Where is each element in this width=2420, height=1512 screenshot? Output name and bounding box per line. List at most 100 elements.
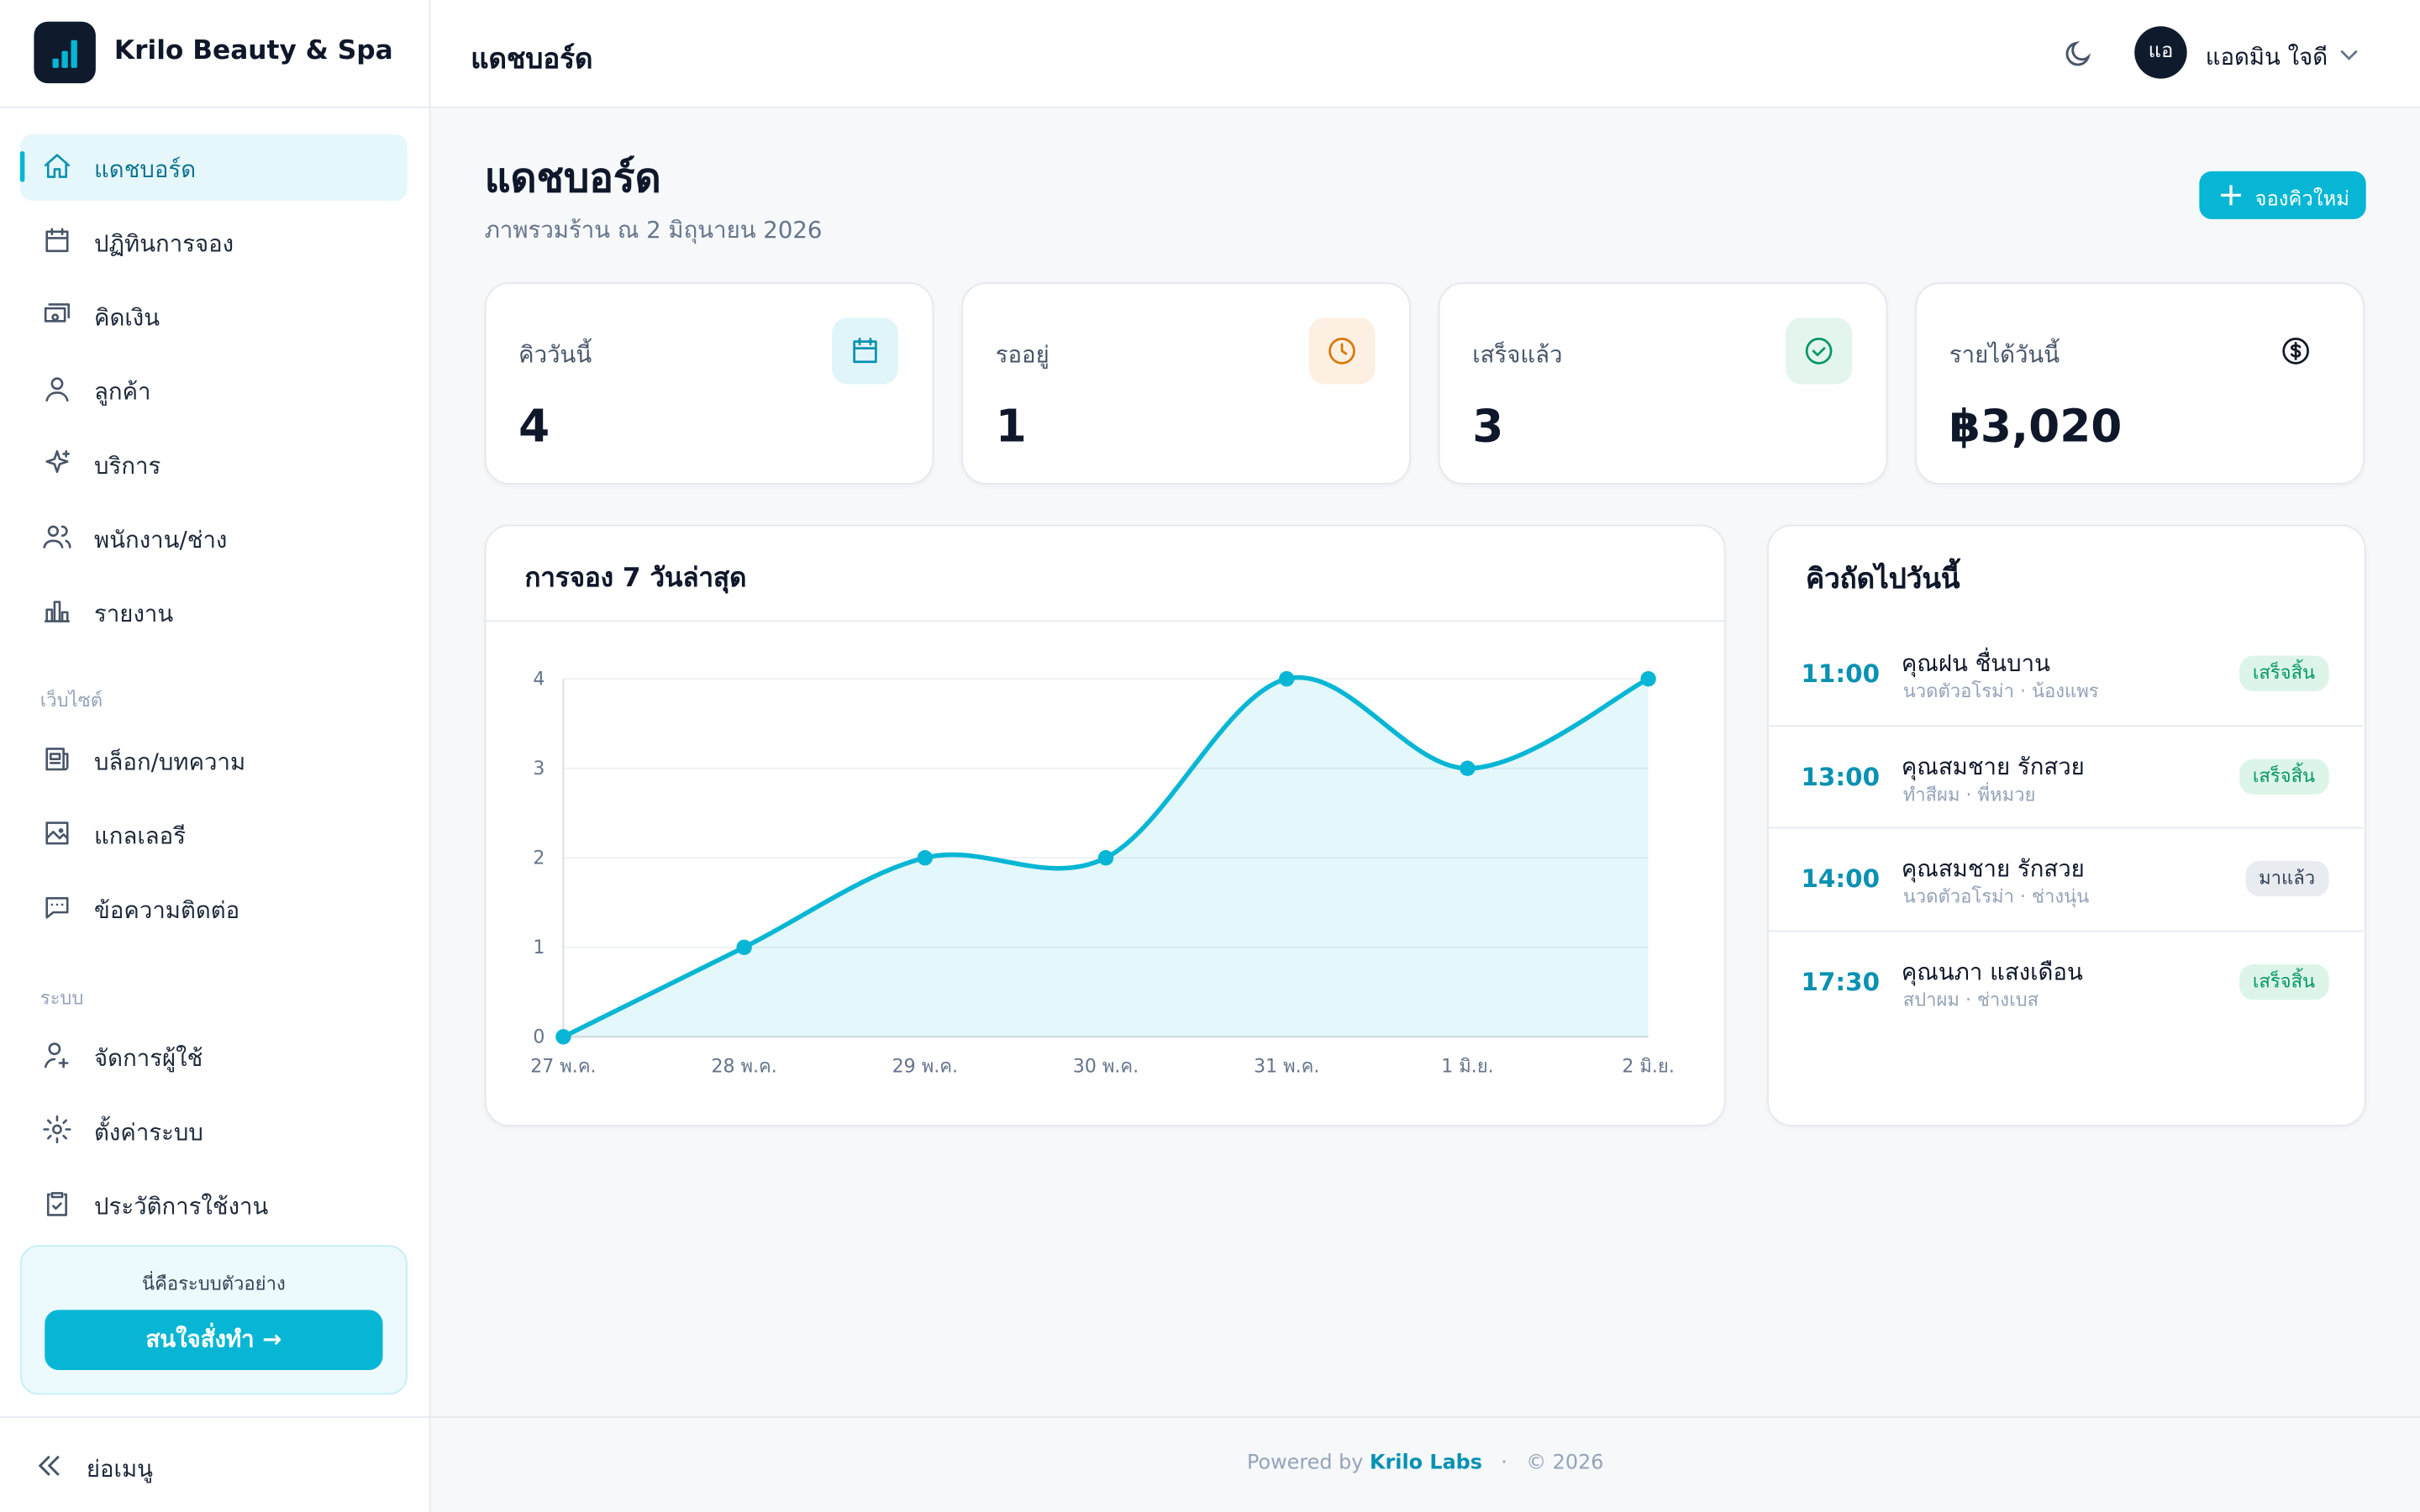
demo-button[interactable]: สนใจสั่งทำ → — [45, 1310, 383, 1371]
queue-name: คุณสมชาย รักสวย — [1901, 752, 2085, 780]
icon — [44, 303, 71, 323]
stat-value: 1 — [995, 399, 1027, 453]
point — [1460, 760, 1476, 776]
x-tick-label: 1 มิ.ย. — [1441, 1057, 1493, 1078]
chart-divider — [486, 620, 1724, 622]
stat-card — [1915, 282, 2365, 485]
topbar-title: แดชบอร์ด — [471, 43, 593, 76]
logo[interactable] — [34, 21, 96, 84]
footer-separator: · — [1501, 1452, 1507, 1475]
footer-company[interactable]: Krilo Labs — [1369, 1452, 1483, 1475]
point — [917, 850, 934, 866]
nav-item[interactable]: ตั้งค่าระบบ — [94, 1118, 203, 1147]
row-divider — [1768, 724, 2364, 727]
user-name[interactable]: แอดมิน ใจดี — [2205, 43, 2328, 71]
icon — [45, 748, 69, 771]
status-badge: มาแล้ว — [2244, 860, 2329, 897]
queue-time: 17:30 — [1801, 966, 1881, 996]
collapse-icon[interactable] — [34, 1451, 65, 1482]
nav-item[interactable]: แดชบอร์ด — [94, 155, 197, 184]
new-booking-button[interactable]: จองคิวใหม่ — [2199, 171, 2366, 219]
queue-card — [1767, 524, 2366, 1126]
x-tick-label: 27 พ.ค. — [530, 1057, 596, 1078]
queue-detail: นวดตัวอโรม่า · น้องแพร — [1902, 680, 2099, 702]
icon — [1328, 338, 1355, 365]
stat-value: ฿3,020 — [1949, 399, 2123, 453]
demo-note: นี่คือระบบตัวอย่าง — [142, 1273, 286, 1295]
nav-item[interactable]: ข้อความติดต่อ — [94, 896, 240, 925]
collapse-label[interactable]: ย่อเมนู — [86, 1455, 153, 1483]
footer-copyright: © 2026 — [1526, 1452, 1604, 1475]
row-divider — [1768, 929, 2364, 932]
x-tick-label: 31 พ.ค. — [1254, 1057, 1319, 1078]
status-badge: เสร็จสิ้น — [2238, 758, 2329, 795]
footer-divider — [430, 1416, 2420, 1418]
sidebar-divider — [0, 1416, 429, 1418]
icon — [45, 449, 71, 474]
icon — [45, 377, 69, 402]
point — [1640, 670, 1656, 687]
stat-icon-bg — [832, 318, 898, 385]
stat-value: 4 — [518, 399, 550, 453]
brand-bar — [0, 0, 429, 108]
avatar[interactable]: แอ — [2134, 26, 2187, 79]
queue-title: คิวถัดไปวันนี้ — [1805, 563, 1960, 596]
nav-item[interactable]: บล็อก/บทความ — [94, 748, 246, 776]
footer-powered: Powered by — [1246, 1452, 1364, 1475]
nav-section-label: เว็บไซต์ — [39, 690, 103, 711]
stat-icon-bg — [1786, 318, 1853, 385]
x-tick-label: 30 พ.ค. — [1073, 1057, 1139, 1078]
queue-name: คุณสมชาย รักสวย — [1901, 854, 2085, 883]
nav-item[interactable]: คิดเงิน — [94, 303, 160, 332]
nav-item[interactable]: จัดการผู้ใช้ — [94, 1044, 203, 1073]
status-badge: เสร็จสิ้น — [2238, 655, 2329, 691]
theme-toggle[interactable] — [2060, 37, 2094, 71]
footer: Powered by Krilo Labs · © 2026 — [430, 1452, 2420, 1475]
icon — [46, 1192, 67, 1216]
icon — [43, 1115, 71, 1144]
stat-label: เสร็จแล้ว — [1472, 340, 1563, 369]
point — [1097, 850, 1114, 866]
icon — [45, 822, 69, 845]
x-tick-label: 28 พ.ค. — [711, 1057, 776, 1078]
point — [736, 939, 752, 955]
queue-detail: ทำสีผม · พี่หมวย — [1902, 783, 2036, 805]
y-tick-label: 2 — [533, 848, 544, 869]
nav-active-bar — [19, 151, 25, 182]
nav-section-label: ระบบ — [39, 987, 84, 1010]
nav-item[interactable]: ประวัติการใช้งาน — [94, 1192, 269, 1221]
topbar — [430, 0, 2420, 108]
icon — [44, 1042, 69, 1068]
nav-active-bg — [19, 134, 408, 201]
queue-time: 14:00 — [1801, 864, 1881, 894]
page-subtitle: ภาพรวมร้าน ณ 2 มิถุนายน 2026 — [484, 216, 823, 244]
chart: 0 1 2 3 4 27 พ.ค. 28 พ.ค. 29 พ.ค. 30 พ.ค. 31 พ.ค.… — [530, 669, 1675, 1078]
nav-item[interactable]: รายงาน — [94, 600, 174, 628]
nav-item[interactable]: พนักงาน/ช่าง — [94, 526, 228, 554]
icon — [43, 525, 71, 549]
new-booking-label[interactable]: จองคิวใหม่ — [2254, 188, 2349, 212]
queue-time: 11:00 — [1801, 659, 1881, 689]
status-badge: เสร็จสิ้น — [2238, 963, 2329, 1000]
queue-name: คุณฝน ชื่นบาน — [1901, 649, 2050, 678]
icon — [44, 154, 71, 178]
nav-item[interactable]: แกลเลอรี — [94, 822, 187, 851]
nav-item[interactable]: บริการ — [94, 452, 161, 480]
nav-item[interactable]: ลูกค้า — [94, 378, 151, 407]
queue-name: คุณนภา แสงเดือน — [1901, 957, 2083, 985]
icon — [1805, 338, 1833, 365]
icon — [853, 338, 877, 364]
stat-label: คิววันนี้ — [518, 340, 592, 369]
point — [555, 1029, 571, 1045]
nav-item[interactable]: ปฏิทินการจอง — [94, 229, 234, 258]
brand-name: Krilo Beauty & Spa — [113, 35, 393, 66]
chart-card — [484, 524, 1726, 1126]
icon — [45, 896, 69, 919]
stat-label: รายได้วันนี้ — [1949, 340, 2060, 369]
icon — [2282, 338, 2309, 365]
stat-value: 3 — [1472, 399, 1504, 453]
user-menu-chevron[interactable] — [2338, 43, 2360, 65]
y-tick-label: 0 — [533, 1027, 544, 1048]
